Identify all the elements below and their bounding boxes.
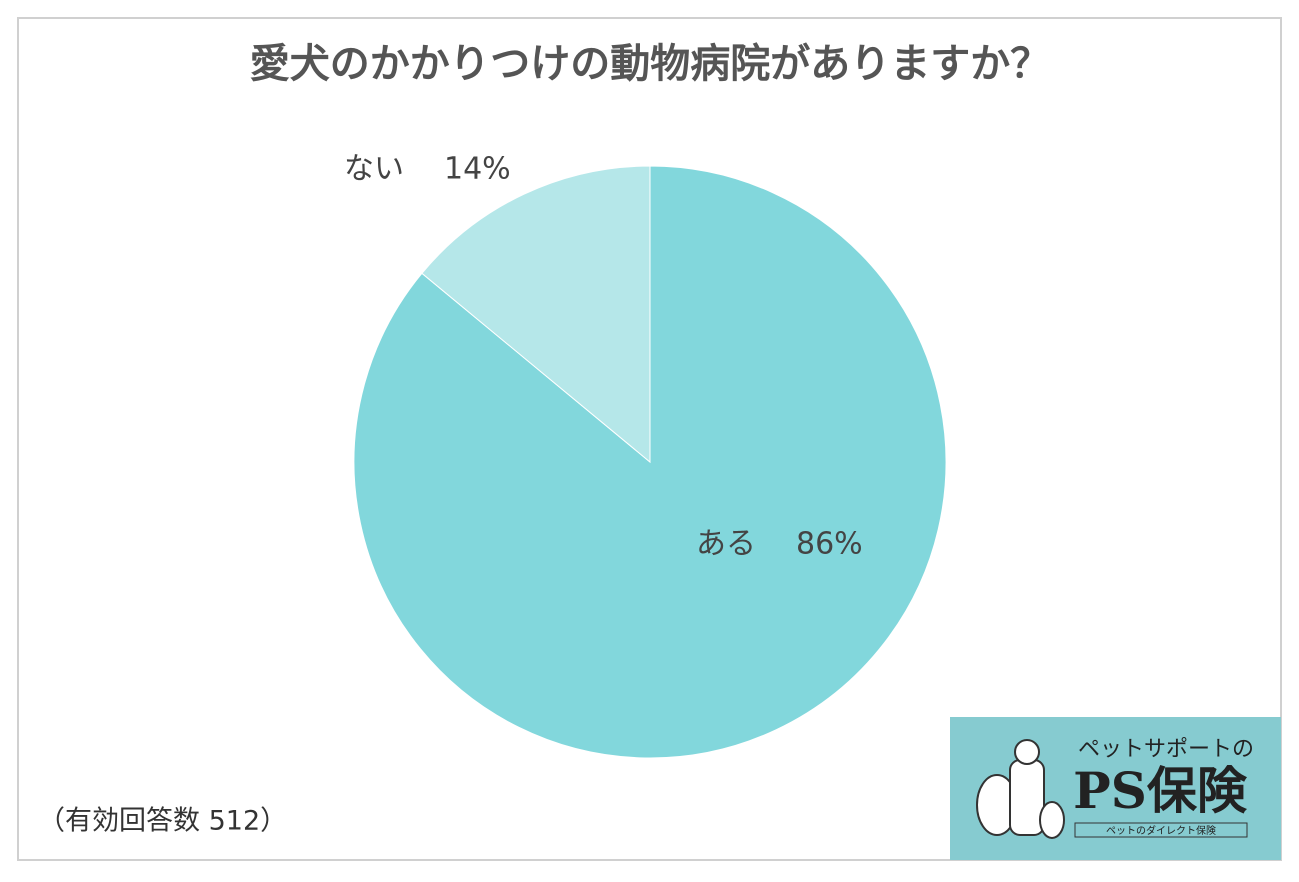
slice-value-label: 86% — [796, 527, 863, 562]
note: （有効回答数 512） — [38, 806, 287, 837]
slice-category: ある — [696, 527, 756, 562]
slice-value-label: 14% — [444, 152, 511, 187]
logo-cat — [1039, 801, 1065, 839]
slice-category: ない — [344, 152, 404, 187]
logo-subtitle: ペットのダイレクト保険 — [1106, 824, 1216, 837]
pie-slice — [421, 165, 651, 464]
logo-head — [1014, 739, 1040, 765]
logo-person — [1009, 759, 1045, 836]
chart-title: 愛犬のかかりつけの動物病院がありますか？ — [250, 41, 1050, 87]
logo-name: PS保険 — [1073, 761, 1248, 820]
logo-tagline: ペットサポートの — [1078, 737, 1254, 762]
logo-sub-box — [1074, 822, 1248, 838]
logo: ペットサポートの PS保険 ペットのダイレクト保険 — [950, 717, 1281, 860]
